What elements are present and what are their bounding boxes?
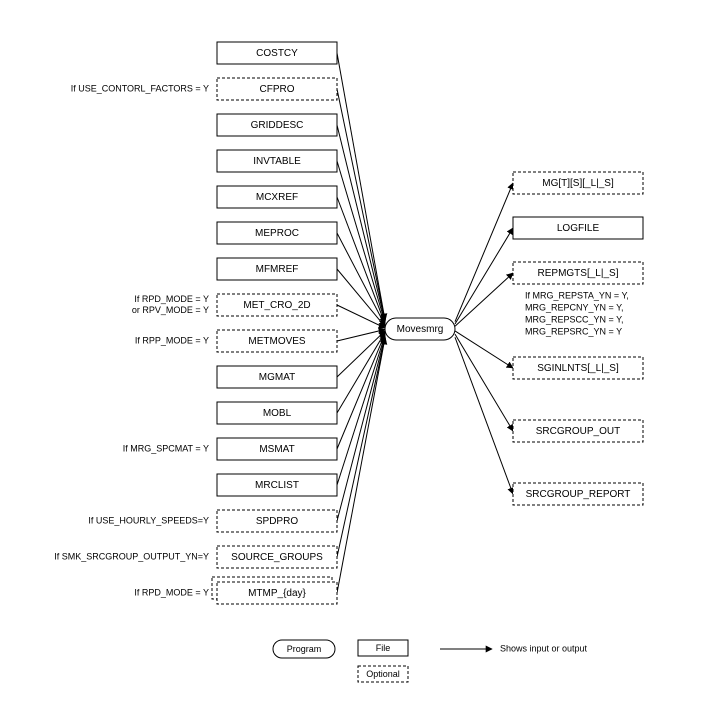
input-mfmref-label: MFMREF (256, 264, 299, 275)
input-cfpro-cond: If USE_CONTORL_FACTORS = Y (71, 83, 209, 93)
input-mcxref-label: MCXREF (256, 192, 298, 203)
edge-in-metcro2d (337, 305, 385, 328)
edge-in-mcxref (337, 197, 385, 324)
edge-in-griddesc (337, 125, 385, 321)
edge-out-mgts (455, 183, 513, 322)
output-sginlnts-label: SGINLNTS[_L|_S] (537, 363, 619, 374)
input-griddesc-label: GRIDDESC (251, 120, 304, 131)
edge-in-metmoves (337, 329, 385, 341)
output-mgts-label: MG[T][S][_L|_S] (542, 178, 614, 189)
output-logfile-label: LOGFILE (557, 223, 600, 234)
legend-arrow-label: Shows input or output (500, 643, 588, 653)
output-srcgrpout-label: SRCGROUP_OUT (536, 426, 620, 437)
input-meproc-label: MEPROC (255, 228, 299, 239)
input-cfpro-label: CFPRO (260, 84, 295, 95)
input-mgmat-label: MGMAT (259, 372, 295, 383)
input-msmat-label: MSMAT (259, 444, 294, 455)
input-costcy-label: COSTCY (256, 48, 298, 59)
input-mobl-label: MOBL (263, 408, 292, 419)
input-spdpro-cond: If USE_HOURLY_SPEEDS=Y (88, 515, 209, 525)
input-msmat-cond: If MRG_SPCMAT = Y (123, 443, 209, 453)
edge-in-spdpro (337, 337, 385, 521)
edge-in-msmat (337, 334, 385, 449)
input-metcro2d-cond: If RPD_MODE = Y (134, 294, 209, 304)
input-mrclist-label: MRCLIST (255, 480, 299, 491)
edge-in-cfpro (337, 89, 385, 320)
input-mtmp-label: MTMP_{day} (248, 588, 306, 599)
output-repmgts-cond-0: If MRG_REPSTA_YN = Y, (525, 290, 629, 300)
legend-optional-label: Optional (366, 669, 400, 679)
output-repmgts-cond-1: MRG_REPCNY_YN = Y, (525, 302, 623, 312)
edge-out-logfile (455, 228, 513, 324)
program-label: Movesmrg (397, 324, 444, 335)
edge-in-mrclist (337, 335, 385, 485)
input-metmoves-cond: If RPP_MODE = Y (135, 335, 209, 345)
output-repmgts-label: REPMGTS[_L|_S] (538, 268, 619, 279)
edge-in-mtmp (337, 338, 385, 593)
legend-file-label: File (376, 643, 391, 653)
input-srcgroups-cond: If SMK_SRCGROUP_OUTPUT_YN=Y (54, 551, 209, 561)
output-srcgrprep-label: SRCGROUP_REPORT (526, 489, 631, 500)
input-spdpro-label: SPDPRO (256, 516, 298, 527)
input-metcro2d-cond: or RPV_MODE = Y (132, 305, 209, 315)
movesmrg-diagram: COSTCY CFPRO If USE_CONTORL_FACTORS = Y GRI… (0, 0, 721, 712)
input-metcro2d-label: MET_CRO_2D (243, 300, 310, 311)
input-mtmp-cond: If RPD_MODE = Y (134, 587, 209, 597)
output-repmgts-cond-3: MRG_REPSRC_YN = Y (525, 326, 622, 336)
edge-in-srcgroups (337, 338, 385, 557)
input-invtable-label: INVTABLE (253, 156, 301, 167)
input-metmoves-label: METMOVES (248, 336, 306, 347)
legend-program-label: Program (287, 644, 322, 654)
input-srcgroups-label: SOURCE_GROUPS (231, 552, 323, 563)
output-repmgts-cond-2: MRG_REPSCC_YN = Y, (525, 314, 623, 324)
